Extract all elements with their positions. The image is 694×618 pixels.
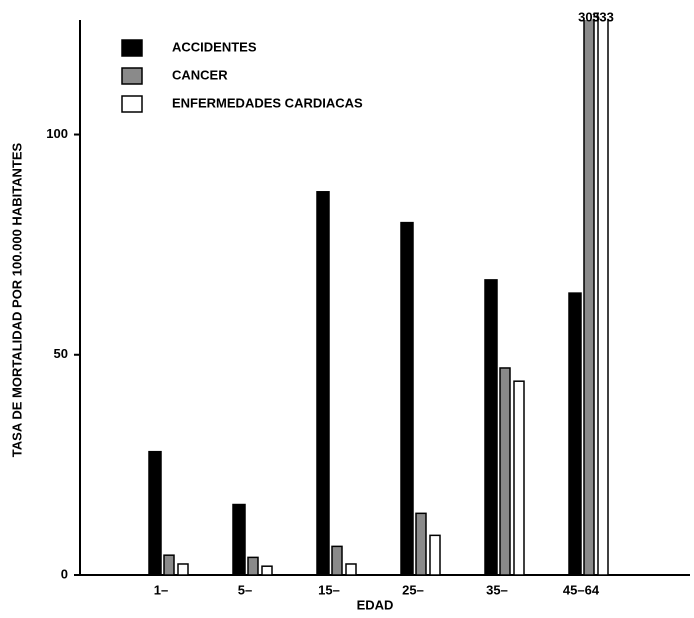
bar: [261, 565, 273, 576]
x-tick-label: 15–: [318, 582, 340, 597]
bar: [232, 503, 246, 576]
y-tick-label: 50: [54, 346, 68, 361]
bar: [568, 292, 582, 576]
bar: [148, 450, 162, 576]
x-tick-label: 25–: [402, 582, 424, 597]
legend-swatch: [121, 67, 143, 85]
y-tick-label: 0: [61, 566, 68, 581]
bar: [429, 534, 441, 576]
x-axis-label: EDAD: [357, 597, 394, 612]
bar: [513, 380, 525, 576]
bar: [484, 279, 498, 576]
bar: [177, 563, 189, 576]
bar: [597, 20, 609, 576]
y-tick-label: 100: [46, 126, 68, 141]
bars: [148, 20, 609, 576]
bar: [247, 556, 259, 576]
bar: [316, 191, 330, 576]
x-tick-label: 45–64: [563, 582, 600, 597]
x-tick-label: 1–: [154, 582, 168, 597]
legend-label: CANCER: [172, 67, 228, 82]
bar: [345, 563, 357, 576]
bar: [499, 367, 511, 576]
bar: [331, 545, 343, 576]
legend-label: ENFERMEDADES CARDIACAS: [172, 95, 363, 110]
data-label: 305: [578, 9, 600, 24]
legend-swatch: [121, 39, 143, 57]
bar: [583, 20, 595, 576]
bar: [163, 554, 175, 576]
legend-label: ACCIDENTES: [172, 39, 257, 54]
y-axis-label: TASA DE MORTALIDAD POR 100.000 HABITANTE…: [9, 142, 24, 457]
x-tick-label: 5–: [238, 582, 252, 597]
x-tick-label: 35–: [486, 582, 508, 597]
bar: [415, 512, 427, 576]
legend-swatch: [121, 95, 143, 113]
bar: [400, 221, 414, 576]
data-label: 333: [592, 9, 614, 24]
